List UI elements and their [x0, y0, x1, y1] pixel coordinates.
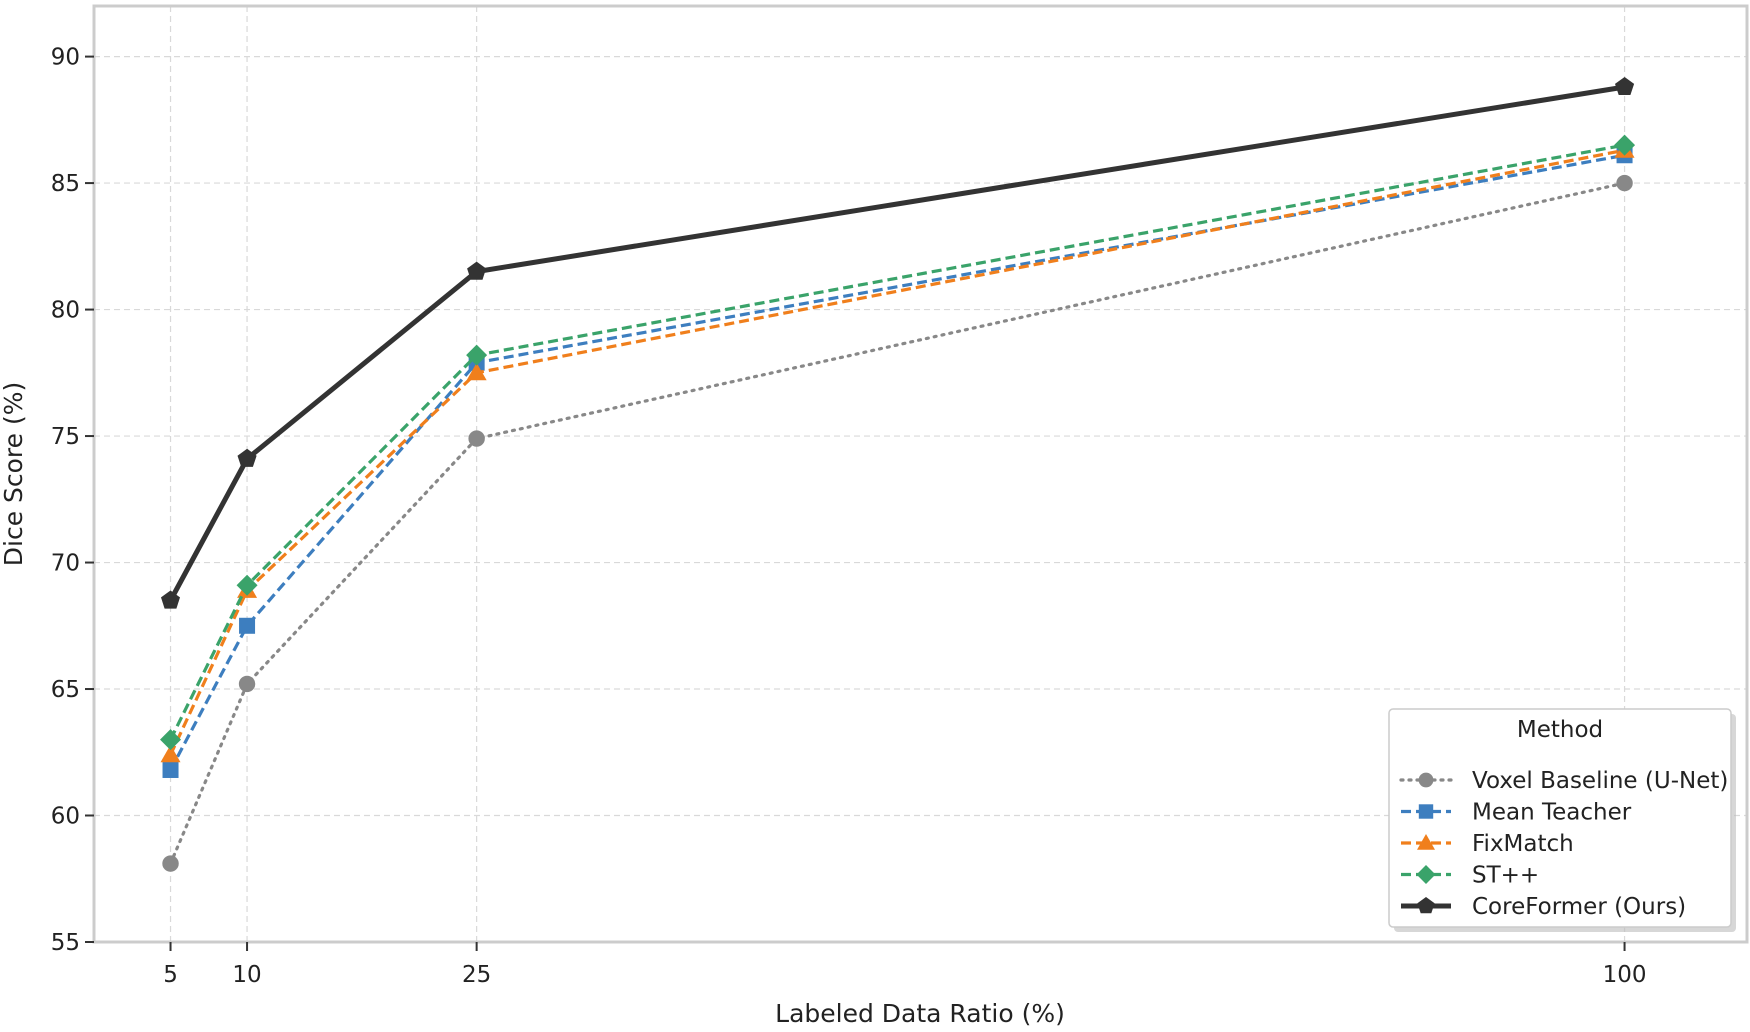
data-point-3-0: [160, 729, 182, 751]
data-point-4-2: [467, 261, 487, 280]
series-0: [162, 174, 1633, 872]
x-tick-label-3: 100: [1603, 962, 1647, 988]
x-tick-label-0: 5: [163, 962, 178, 988]
y-tick-label-5: 80: [51, 298, 80, 324]
legend-label-3: ST++: [1472, 863, 1539, 889]
y-tick-label-0: 55: [51, 930, 80, 956]
series-line-1: [169, 153, 1625, 771]
series-line-2: [169, 148, 1625, 756]
data-point-0-0: [162, 855, 179, 872]
data-point-2-2: [466, 362, 487, 381]
data-point-1-0: [162, 761, 179, 778]
legend-entry-4: CoreFormer (Ours): [1401, 894, 1686, 920]
plot-frame: [92, 4, 1749, 944]
y-tick-label-1: 60: [51, 804, 80, 830]
series-4: [161, 77, 1635, 609]
data-point-3-2: [466, 344, 488, 366]
legend-entry-0: Voxel Baseline (U-Net): [1399, 768, 1728, 794]
data-point-0-2: [468, 430, 485, 447]
legend-marker-0: [1418, 772, 1434, 788]
legend-entries: Voxel Baseline (U-Net) Mean Teacher FixMat…: [1399, 768, 1728, 920]
data-point-2-0: [160, 744, 181, 763]
data-point-0-3: [1616, 174, 1633, 192]
legend-title: Method: [1517, 717, 1603, 743]
legend-label-0: Voxel Baseline (U-Net): [1472, 768, 1728, 794]
x-tick-label-2: 25: [462, 962, 491, 988]
data-point-4-3: [1615, 77, 1635, 95]
series-lines: [160, 77, 1636, 872]
series-line-3: [169, 143, 1625, 741]
y-axis-title: Dice Score (%): [0, 382, 28, 567]
y-tick-label-4: 75: [51, 424, 80, 450]
y-tick-label-7: 90: [51, 45, 80, 71]
legend-label-1: Mean Teacher: [1472, 800, 1632, 826]
legend-entry-3: ST++: [1401, 863, 1539, 889]
legend-marker-4: [1417, 897, 1435, 914]
legend-marker-2: [1417, 834, 1435, 850]
legend-label-4: CoreFormer (Ours): [1472, 894, 1686, 920]
legend-marker-3: [1416, 865, 1436, 884]
axis-ticks: 55 60 65 70 75 80 85 90 5 10 25 100: [51, 45, 1647, 988]
y-tick-label-6: 85: [51, 171, 80, 197]
data-point-3-3: [1614, 134, 1636, 156]
series-3: [160, 134, 1636, 751]
data-point-4-0: [161, 590, 180, 609]
data-point-3-1: [236, 574, 258, 596]
data-point-0-1: [238, 675, 256, 693]
series-line-0: [168, 181, 1627, 866]
x-tick-label-1: 10: [232, 962, 261, 988]
legend: Method Voxel Baseline (U-Net) Mean Teache…: [1388, 708, 1736, 932]
y-tick-label-2: 65: [51, 677, 80, 703]
x-axis-title: Labeled Data Ratio (%): [775, 999, 1065, 1028]
legend-box: [1388, 708, 1732, 928]
legend-entry-1: Mean Teacher: [1401, 800, 1632, 826]
legend-marker-1: [1418, 804, 1434, 819]
data-point-1-1: [239, 617, 256, 634]
legend-label-2: FixMatch: [1472, 831, 1574, 857]
series-line-4: [168, 84, 1625, 602]
data-point-4-1: [237, 448, 257, 467]
y-tick-label-3: 70: [51, 551, 80, 577]
legend-entry-2: FixMatch: [1401, 831, 1574, 857]
